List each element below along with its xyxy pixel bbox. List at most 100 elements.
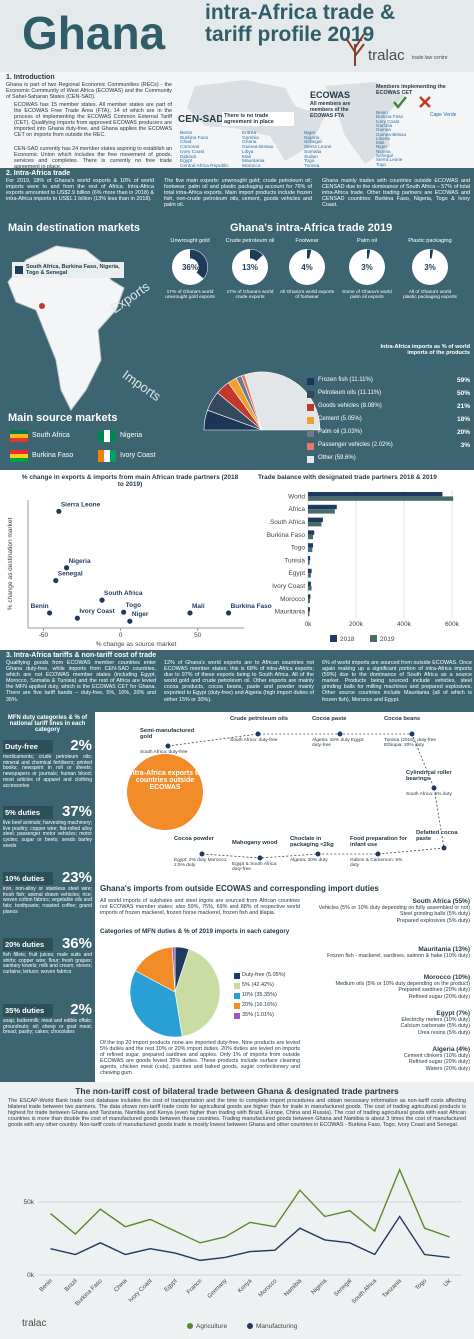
censad-member: Djibouti — [180, 154, 196, 160]
scatter-point — [56, 508, 62, 514]
legend-marker — [187, 1323, 193, 1329]
country-product: Vehicles (5% or 10% duty depending on fu… — [318, 905, 470, 911]
legend-swatch — [234, 1013, 240, 1019]
legend-value: (42.42%) — [251, 982, 274, 988]
legend-name: 10% — [242, 992, 254, 998]
node-dot — [315, 851, 321, 857]
node-duty: South Africa: duty-free — [140, 750, 188, 755]
bar — [308, 556, 311, 561]
node-product: Food preparation for infant use — [350, 836, 408, 848]
x-tick-label: Benin — [39, 1278, 54, 1293]
import-row: Petroleum oils (11.11%) — [318, 390, 438, 396]
import-swatch — [307, 456, 314, 463]
line-title: The non-tariff cost of bilateral trade b… — [75, 1086, 399, 1096]
bar — [308, 504, 337, 510]
import-slice — [244, 371, 321, 431]
import-name: Cement — [318, 416, 340, 422]
bar-chart: 0k 200k 400k 600k World Africa South Africa Bur… — [267, 490, 460, 643]
import-swatch — [307, 443, 314, 450]
import-row: Palm oil (3.03%) — [318, 429, 438, 435]
y-tick-label: Egypt — [288, 570, 305, 577]
legend-label: Agriculture — [196, 1323, 227, 1330]
export-name: Plastic packaging — [408, 238, 452, 244]
import-share: (8.08%) — [360, 403, 382, 409]
mfn-share: 37% — [61, 803, 92, 820]
x-tick-label: South Africa — [351, 1278, 379, 1306]
x-tick-label: Namibia — [283, 1278, 303, 1298]
scatter-point — [47, 610, 53, 616]
x-tick-label: 0k — [305, 621, 313, 628]
pie-legend: 20% (16.16%) — [242, 1002, 277, 1008]
scatter-point — [127, 618, 133, 624]
import-share: (2.02%) — [371, 442, 393, 448]
source-heading: Main source markets — [8, 412, 118, 424]
source-name: Ivory Coast — [120, 452, 156, 459]
mfn-name: 5% duties — [3, 806, 53, 819]
legend-value: (35.35%) — [254, 992, 277, 998]
export-caption: All Ghana's world exports of footwear — [279, 290, 335, 301]
x-tick-label: Burkina Faso — [75, 1278, 105, 1308]
censad-member: Mali — [242, 154, 251, 160]
country-product: Prepared explosives (5% duty) — [396, 917, 470, 924]
export-name: Footwear — [295, 238, 319, 244]
node-dot — [409, 731, 415, 737]
donut-arc — [349, 249, 385, 285]
tariff-paragraph: Qualifying goods from ECOWAS member coun… — [6, 660, 156, 703]
title: intra-Africa trade & tariff profile 2019 — [205, 1, 396, 46]
y-tick-label: Tunisia — [284, 557, 305, 564]
country-name: Morocco (10%) — [423, 974, 470, 981]
censad-member: Sierra Leone — [304, 145, 332, 151]
imports-paragraph: All world imports of sulphates and steel… — [100, 898, 300, 917]
imports-heading: Intra-Africa imports as % of world impor… — [380, 344, 470, 356]
cet-member: Mali — [376, 140, 385, 146]
flag-stripe — [10, 458, 28, 462]
cet-check — [393, 96, 431, 110]
mfn-products: fish fillets; fruit juices; male suits a… — [3, 952, 92, 976]
censad-member: Nigeria — [304, 135, 320, 141]
country-name: Ghana — [22, 7, 166, 59]
censad-member: Mauritania — [242, 159, 265, 165]
node-dot — [431, 785, 437, 791]
x-tick-label: 600k — [445, 621, 460, 628]
import-name: Palm oil — [318, 429, 340, 435]
markets-heading: Main destination markets — [8, 222, 141, 234]
export-caption: 17% of Ghana's world crude exports — [226, 290, 274, 301]
donut-hole — [298, 258, 316, 276]
flag-stripe — [98, 430, 104, 442]
bar — [308, 581, 311, 586]
bar — [308, 522, 322, 527]
brand: tralac — [368, 47, 405, 64]
cet-member: Nigeria — [376, 148, 391, 154]
x-tick-label: 400k — [397, 621, 412, 628]
node-product: Cocoa paste — [312, 716, 347, 722]
x-tick-label: 200k — [349, 621, 364, 628]
point-label: Ivory Coast — [79, 608, 115, 615]
bar — [308, 534, 314, 540]
legend-swatch — [330, 635, 337, 642]
x-tick-label: Kenya — [237, 1278, 254, 1295]
mfn-products: soap; buttermilk; meat and edible offals… — [3, 1018, 92, 1036]
flag-stripe — [10, 450, 28, 454]
donut-hole — [358, 258, 376, 276]
point-label: Senegal — [58, 571, 83, 578]
scatter-point — [53, 577, 59, 584]
censad-member: Gambia — [242, 135, 259, 141]
mfn-share: 2% — [70, 1001, 92, 1018]
flag-stripe — [104, 430, 110, 442]
donut-label: 13% — [242, 263, 258, 272]
pie-title: Categories of MFN duties & % of 2019 imp… — [100, 928, 290, 935]
source-name: South Africa — [32, 432, 70, 439]
flag-stripe — [10, 434, 28, 438]
mfn-name: Duty-free — [3, 740, 53, 753]
import-name: Other — [318, 455, 334, 461]
cost-band — [0, 1082, 474, 1339]
cet-member: Niger — [376, 144, 387, 150]
point-label: South Africa — [104, 590, 143, 597]
cet-member: Gambia — [376, 122, 393, 128]
import-name: Passenger vehicles — [318, 442, 371, 448]
import-swatch — [307, 417, 314, 424]
tariff-paragraph: 6% of world imports are sourced from out… — [322, 660, 472, 703]
donut-arc — [289, 249, 325, 285]
import-share: (59.6%) — [334, 455, 356, 461]
legend-marker — [247, 1323, 253, 1329]
